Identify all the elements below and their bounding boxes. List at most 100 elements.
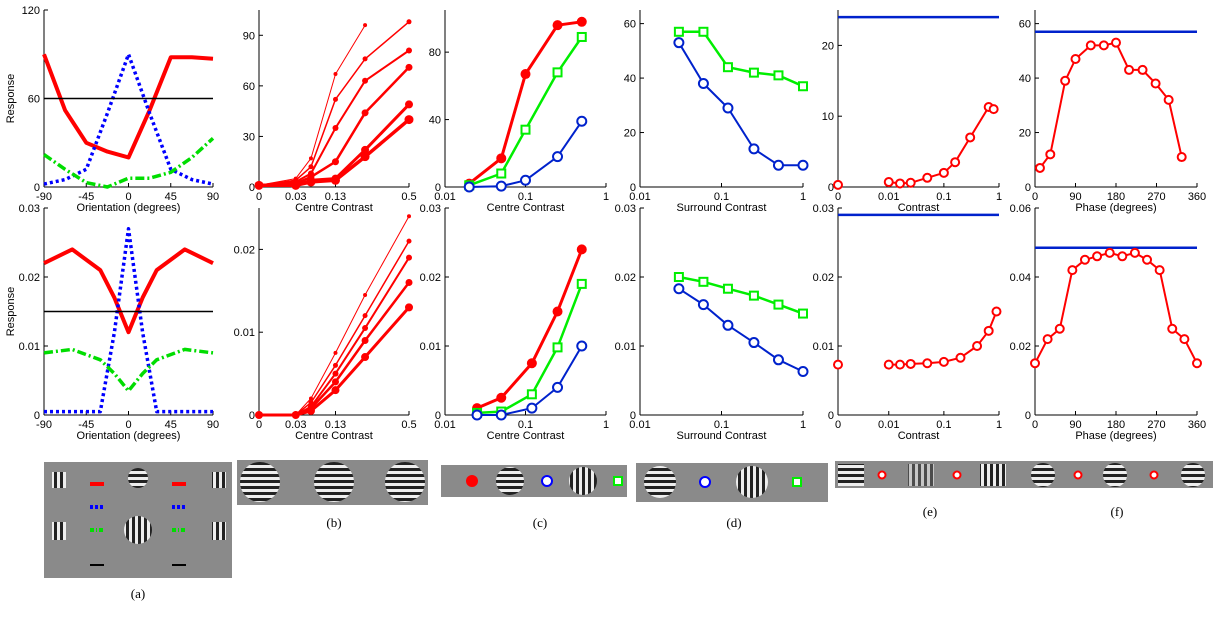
marker [496,168,507,179]
y-tick-label: 0 [828,182,834,194]
marker [1060,75,1071,86]
marker [331,378,339,386]
x-tick-label: 0.01 [629,419,650,431]
series-line [678,30,804,88]
y-tick-label: 0 [630,410,636,422]
x-tick-label: 0 [125,419,131,431]
marker [698,276,709,287]
y-tick-label: 0 [828,410,834,422]
y-tick-label: 0.01 [615,341,636,353]
series-line [259,281,410,417]
marker [965,132,976,143]
marker [496,153,507,164]
x-tick-label: 1 [800,191,806,203]
marker [955,352,966,363]
x-tick-label: 90 [207,419,219,431]
marker [1129,247,1140,258]
marker [576,115,588,127]
y-tick-label: 40 [1019,73,1031,85]
y-tick-label: 0.01 [234,327,255,339]
marker [576,278,587,289]
marker [1142,254,1153,265]
x-axis-label: Centre Contrast [487,202,565,214]
marker [938,167,949,178]
y-tick-label: 0.02 [234,244,255,256]
series-line [468,36,583,187]
x-tick-label: 0.01 [434,419,455,431]
marker [748,67,759,78]
y-tick-label: 0 [1025,182,1031,194]
y-tick-label: 0.03 [19,203,40,215]
marker [833,359,843,370]
y-tick-label: 80 [429,47,441,59]
marker [905,177,916,188]
y-tick-label: 0 [249,182,255,194]
marker [673,37,685,49]
marker [833,179,843,190]
marker [797,159,809,171]
x-tick-label: 0.03 [285,419,306,431]
marker [576,16,587,27]
series-line [258,21,410,187]
marker [406,238,412,244]
x-tick-label: 0 [256,419,262,431]
x-tick-label: 90 [1069,419,1081,431]
y-tick-label: 60 [1019,19,1031,31]
marker [552,67,563,78]
x-tick-label: 270 [1147,191,1165,203]
y-tick-label: 0 [34,182,40,194]
x-axis-label: Contrast [898,202,940,214]
marker [406,19,412,25]
marker [722,62,733,73]
marker [938,356,949,367]
marker [552,306,563,317]
marker [748,143,760,155]
marker [922,358,933,369]
y-tick-label: 0 [630,182,636,194]
caption: (c) [533,515,547,530]
x-tick-label: 0 [256,191,262,203]
x-tick-label: 0.01 [878,191,899,203]
x-tick-label: 0 [835,191,841,203]
marker [1034,162,1045,173]
marker [950,157,961,168]
marker [406,254,412,261]
marker [1124,64,1135,75]
series-line [43,347,214,393]
series-line [1034,251,1198,364]
marker [332,96,338,102]
y-tick-label: 40 [429,115,441,127]
marker [552,381,564,393]
marker [552,151,564,163]
y-tick-label: 0.02 [19,272,40,284]
x-tick-label: 0.1 [936,191,951,203]
marker [722,283,733,294]
y-tick-label: 0.02 [420,272,441,284]
marker [722,319,734,331]
marker [308,156,313,161]
y-tick-label: 0.02 [1010,341,1031,353]
marker [405,100,413,109]
marker [495,409,507,421]
x-tick-label: 0.5 [401,191,416,203]
marker [698,26,709,37]
y-axis-label: Response [5,287,17,337]
marker [405,303,413,312]
marker [463,181,475,193]
x-tick-label: 0 [1032,191,1038,203]
marker [330,175,340,185]
marker [1111,37,1121,48]
marker [308,396,313,401]
marker [1150,78,1161,89]
y-tick-label: 60 [624,19,636,31]
marker [1137,64,1148,75]
marker [361,145,370,154]
x-tick-label: 0.01 [629,191,650,203]
x-tick-label: 0.01 [878,419,899,431]
y-tick-label: 0 [435,182,441,194]
x-tick-label: 180 [1107,191,1125,203]
series-line [1039,41,1183,169]
stimuli [44,460,1213,578]
x-tick-label: 0.1 [714,191,729,203]
series-line [678,275,804,315]
